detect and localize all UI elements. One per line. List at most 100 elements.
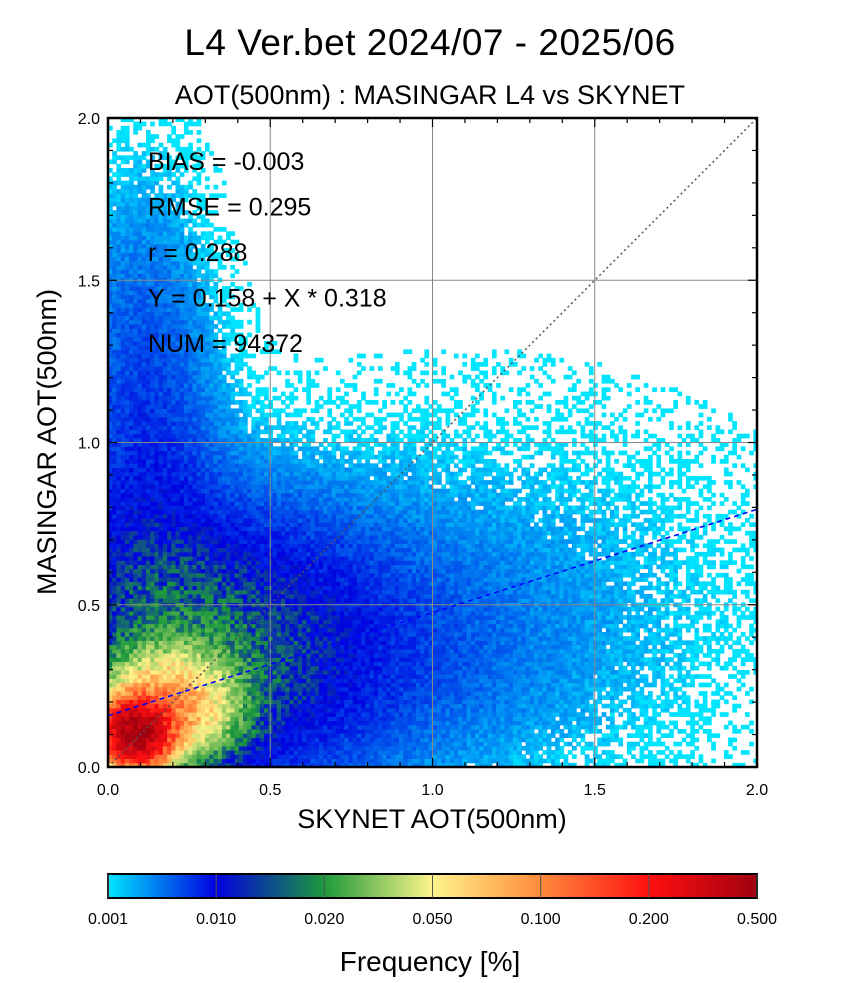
density-cell bbox=[213, 438, 219, 443]
density-cell bbox=[205, 686, 210, 692]
density-cell bbox=[183, 754, 189, 759]
density-cell bbox=[234, 353, 240, 359]
density-cell bbox=[192, 176, 198, 182]
density-cell bbox=[230, 547, 235, 553]
density-cell bbox=[158, 501, 164, 506]
density-cell bbox=[158, 438, 164, 443]
density-cell bbox=[158, 463, 164, 468]
density-cell bbox=[133, 243, 138, 249]
density-cell bbox=[146, 610, 151, 616]
density-cell bbox=[133, 589, 138, 595]
density-cell bbox=[192, 733, 198, 738]
density-cell bbox=[108, 615, 113, 620]
density-cell bbox=[116, 594, 122, 599]
density-cell bbox=[213, 315, 219, 321]
density-cell bbox=[137, 475, 143, 481]
density-cell bbox=[129, 395, 134, 401]
density-cell bbox=[124, 589, 130, 595]
density-cell bbox=[167, 391, 172, 397]
density-cell bbox=[251, 682, 257, 688]
density-cell bbox=[146, 294, 151, 300]
density-cell bbox=[179, 539, 185, 544]
density-cell bbox=[133, 151, 138, 156]
density-cell bbox=[213, 606, 219, 612]
density-cell bbox=[116, 572, 122, 578]
density-cell bbox=[175, 716, 181, 722]
density-cell bbox=[213, 400, 219, 405]
density-cell bbox=[150, 501, 155, 506]
density-cell bbox=[209, 699, 214, 705]
density-cell bbox=[179, 328, 185, 333]
density-cell bbox=[209, 383, 214, 388]
density-cell bbox=[183, 340, 189, 346]
density-cell bbox=[179, 737, 185, 743]
density-cell bbox=[154, 235, 160, 241]
density-cell bbox=[108, 522, 113, 527]
density-cell bbox=[162, 467, 168, 473]
density-cell bbox=[243, 636, 248, 641]
density-cell bbox=[209, 151, 214, 156]
density-cell bbox=[183, 408, 189, 414]
density-cell bbox=[137, 471, 143, 477]
density-cell bbox=[188, 142, 193, 148]
density-cell bbox=[146, 197, 151, 203]
density-cell bbox=[112, 686, 117, 692]
density-cell bbox=[137, 539, 143, 544]
density-cell bbox=[221, 568, 227, 574]
density-cell bbox=[112, 421, 117, 426]
density-cell bbox=[217, 488, 223, 494]
density-cell bbox=[133, 568, 138, 574]
density-cell bbox=[217, 467, 223, 473]
density-cell bbox=[108, 332, 113, 338]
density-cell bbox=[238, 589, 244, 595]
density-cell bbox=[129, 564, 134, 570]
density-cell bbox=[167, 184, 172, 190]
density-cell bbox=[167, 438, 172, 443]
density-cell bbox=[205, 682, 210, 688]
density-cell bbox=[120, 189, 126, 194]
density-cell bbox=[129, 729, 134, 734]
density-cell bbox=[108, 741, 113, 747]
density-cell bbox=[129, 362, 134, 367]
density-cell bbox=[247, 606, 252, 612]
density-cell bbox=[217, 357, 223, 363]
density-cell bbox=[124, 716, 130, 722]
density-cell bbox=[213, 454, 219, 460]
density-cell bbox=[175, 560, 181, 565]
density-cell bbox=[234, 623, 240, 629]
density-cell bbox=[196, 589, 202, 595]
density-cell bbox=[247, 653, 252, 658]
density-cell bbox=[133, 556, 138, 561]
density-cell bbox=[209, 315, 214, 321]
density-cell bbox=[192, 518, 198, 523]
density-cell bbox=[264, 619, 269, 625]
density-cell bbox=[196, 518, 202, 523]
density-cell bbox=[146, 670, 151, 675]
density-cell bbox=[251, 699, 257, 705]
density-cell bbox=[116, 467, 122, 473]
density-cell bbox=[243, 438, 248, 443]
density-cell bbox=[183, 750, 189, 755]
density-cell bbox=[150, 374, 155, 380]
density-cell bbox=[150, 265, 155, 270]
density-cell bbox=[116, 577, 122, 582]
density-cell bbox=[112, 644, 117, 650]
density-cell bbox=[205, 640, 210, 646]
density-cell bbox=[124, 530, 130, 536]
density-cell bbox=[112, 412, 117, 418]
density-cell bbox=[226, 530, 231, 536]
density-cell bbox=[205, 235, 210, 241]
density-cell bbox=[120, 362, 126, 367]
density-cell bbox=[226, 585, 231, 591]
density-cell bbox=[137, 387, 143, 392]
density-cell bbox=[133, 315, 138, 321]
density-cell bbox=[167, 720, 172, 726]
density-cell bbox=[259, 404, 265, 409]
density-cell bbox=[108, 454, 113, 460]
density-cell bbox=[205, 336, 210, 342]
density-cell bbox=[196, 762, 202, 767]
density-cell bbox=[221, 412, 227, 418]
density-cell bbox=[133, 707, 138, 713]
density-cell bbox=[179, 497, 185, 502]
density-cell bbox=[179, 577, 185, 582]
